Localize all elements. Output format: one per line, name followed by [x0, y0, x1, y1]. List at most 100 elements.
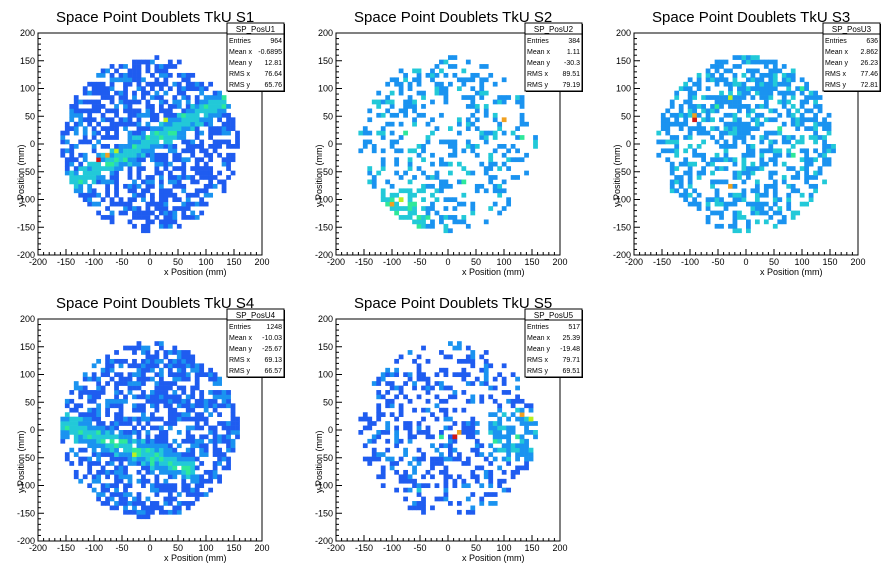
histogram-bin [199, 443, 205, 449]
histogram-bin [96, 376, 102, 382]
histogram-bin [114, 175, 119, 180]
histogram-bin [412, 469, 417, 475]
histogram-bin [212, 376, 218, 382]
histogram-bin [172, 345, 178, 351]
histogram-bin [64, 126, 70, 131]
histogram-bin [407, 206, 413, 211]
histogram-bin [772, 148, 778, 154]
histogram-bin [154, 385, 160, 391]
histogram-bin [474, 438, 480, 444]
histogram-bin [506, 197, 512, 203]
histogram-bin [100, 465, 106, 471]
histogram-bin [69, 447, 75, 453]
histogram-bins [358, 55, 538, 234]
histogram-bin [510, 430, 516, 435]
histogram-bin [167, 135, 173, 140]
histogram-bin [64, 452, 70, 457]
histogram-bin [407, 179, 413, 185]
histogram-bin [385, 447, 391, 453]
histogram-bin [394, 425, 400, 431]
histogram-bin [403, 452, 408, 457]
histogram-bin [87, 394, 93, 400]
histogram-bin [190, 108, 196, 114]
histogram-bin [674, 121, 680, 127]
histogram-bin [416, 367, 422, 373]
histogram-bin [136, 496, 142, 502]
histogram-bin [723, 166, 729, 171]
histogram-bin [230, 430, 236, 435]
histogram-bin [492, 412, 498, 417]
histogram-bin [96, 438, 102, 444]
histogram-bin [203, 95, 209, 100]
histogram-bin [132, 394, 137, 400]
histogram-bin [91, 188, 97, 194]
histogram-bin [176, 398, 182, 404]
histogram-bin [127, 108, 133, 114]
histogram-bin [813, 95, 818, 100]
histogram-bin [172, 179, 178, 185]
histogram-bin [763, 99, 769, 105]
histogram-bin [230, 121, 236, 127]
histogram-bin [705, 161, 711, 167]
histogram-bin [96, 496, 102, 502]
histogram-bin [208, 117, 214, 123]
histogram-bin [109, 358, 115, 364]
histogram-bin [421, 197, 426, 203]
histogram-bin [732, 223, 738, 229]
histogram-bin [826, 130, 832, 136]
histogram-bin [78, 179, 84, 185]
histogram-bin [696, 192, 702, 198]
histogram-bin [87, 161, 93, 167]
stats-label: Mean y [825, 60, 848, 67]
histogram-bin [105, 412, 110, 417]
histogram-bin [474, 478, 480, 484]
histogram-bin [172, 117, 178, 123]
histogram-bin [421, 206, 426, 211]
histogram-bin [167, 492, 173, 497]
histogram-bin [73, 95, 79, 100]
histogram-bin [199, 394, 205, 400]
histogram-bin [69, 179, 75, 185]
histogram-bin [732, 72, 738, 78]
histogram-bin [181, 354, 187, 360]
histogram-bin [461, 179, 467, 185]
histogram-bin [692, 95, 698, 100]
histogram-bin [443, 496, 449, 502]
histogram-bin [91, 144, 97, 149]
histogram-bin [439, 68, 444, 74]
histogram-bin [208, 175, 214, 180]
histogram-bin [515, 175, 520, 180]
histogram-bin [172, 363, 178, 369]
histogram-bin [394, 201, 400, 207]
histogram-bin [515, 456, 520, 462]
histogram-bin [412, 68, 417, 74]
histogram-bin [425, 358, 431, 364]
histogram-bin [105, 108, 110, 114]
histogram-bin [172, 210, 178, 216]
histogram-bin [519, 407, 525, 413]
histogram-bin [461, 77, 467, 83]
histogram-bin [754, 81, 760, 87]
histogram-bin [768, 148, 774, 154]
histogram-bin [799, 166, 805, 171]
histogram-bin [136, 421, 142, 426]
histogram-bin [452, 447, 458, 453]
histogram-bin [474, 421, 480, 426]
histogram-bin [488, 443, 494, 449]
histogram-bin [158, 416, 164, 422]
histogram-bin [82, 456, 88, 462]
histogram-bin [105, 443, 110, 449]
stats-value: 66.57 [264, 368, 282, 375]
stats-value: 636 [866, 38, 878, 45]
histogram-bin [158, 179, 164, 185]
histogram-bin [221, 121, 227, 127]
histogram-bin [123, 394, 128, 400]
histogram-bin [145, 179, 151, 185]
histogram-bin [786, 197, 792, 203]
histogram-bin [497, 430, 503, 435]
histogram-bin [109, 363, 115, 369]
histogram-bin [87, 117, 93, 123]
histogram-bin [132, 425, 137, 431]
histogram-bin [501, 381, 507, 386]
histogram-bin [199, 210, 205, 216]
